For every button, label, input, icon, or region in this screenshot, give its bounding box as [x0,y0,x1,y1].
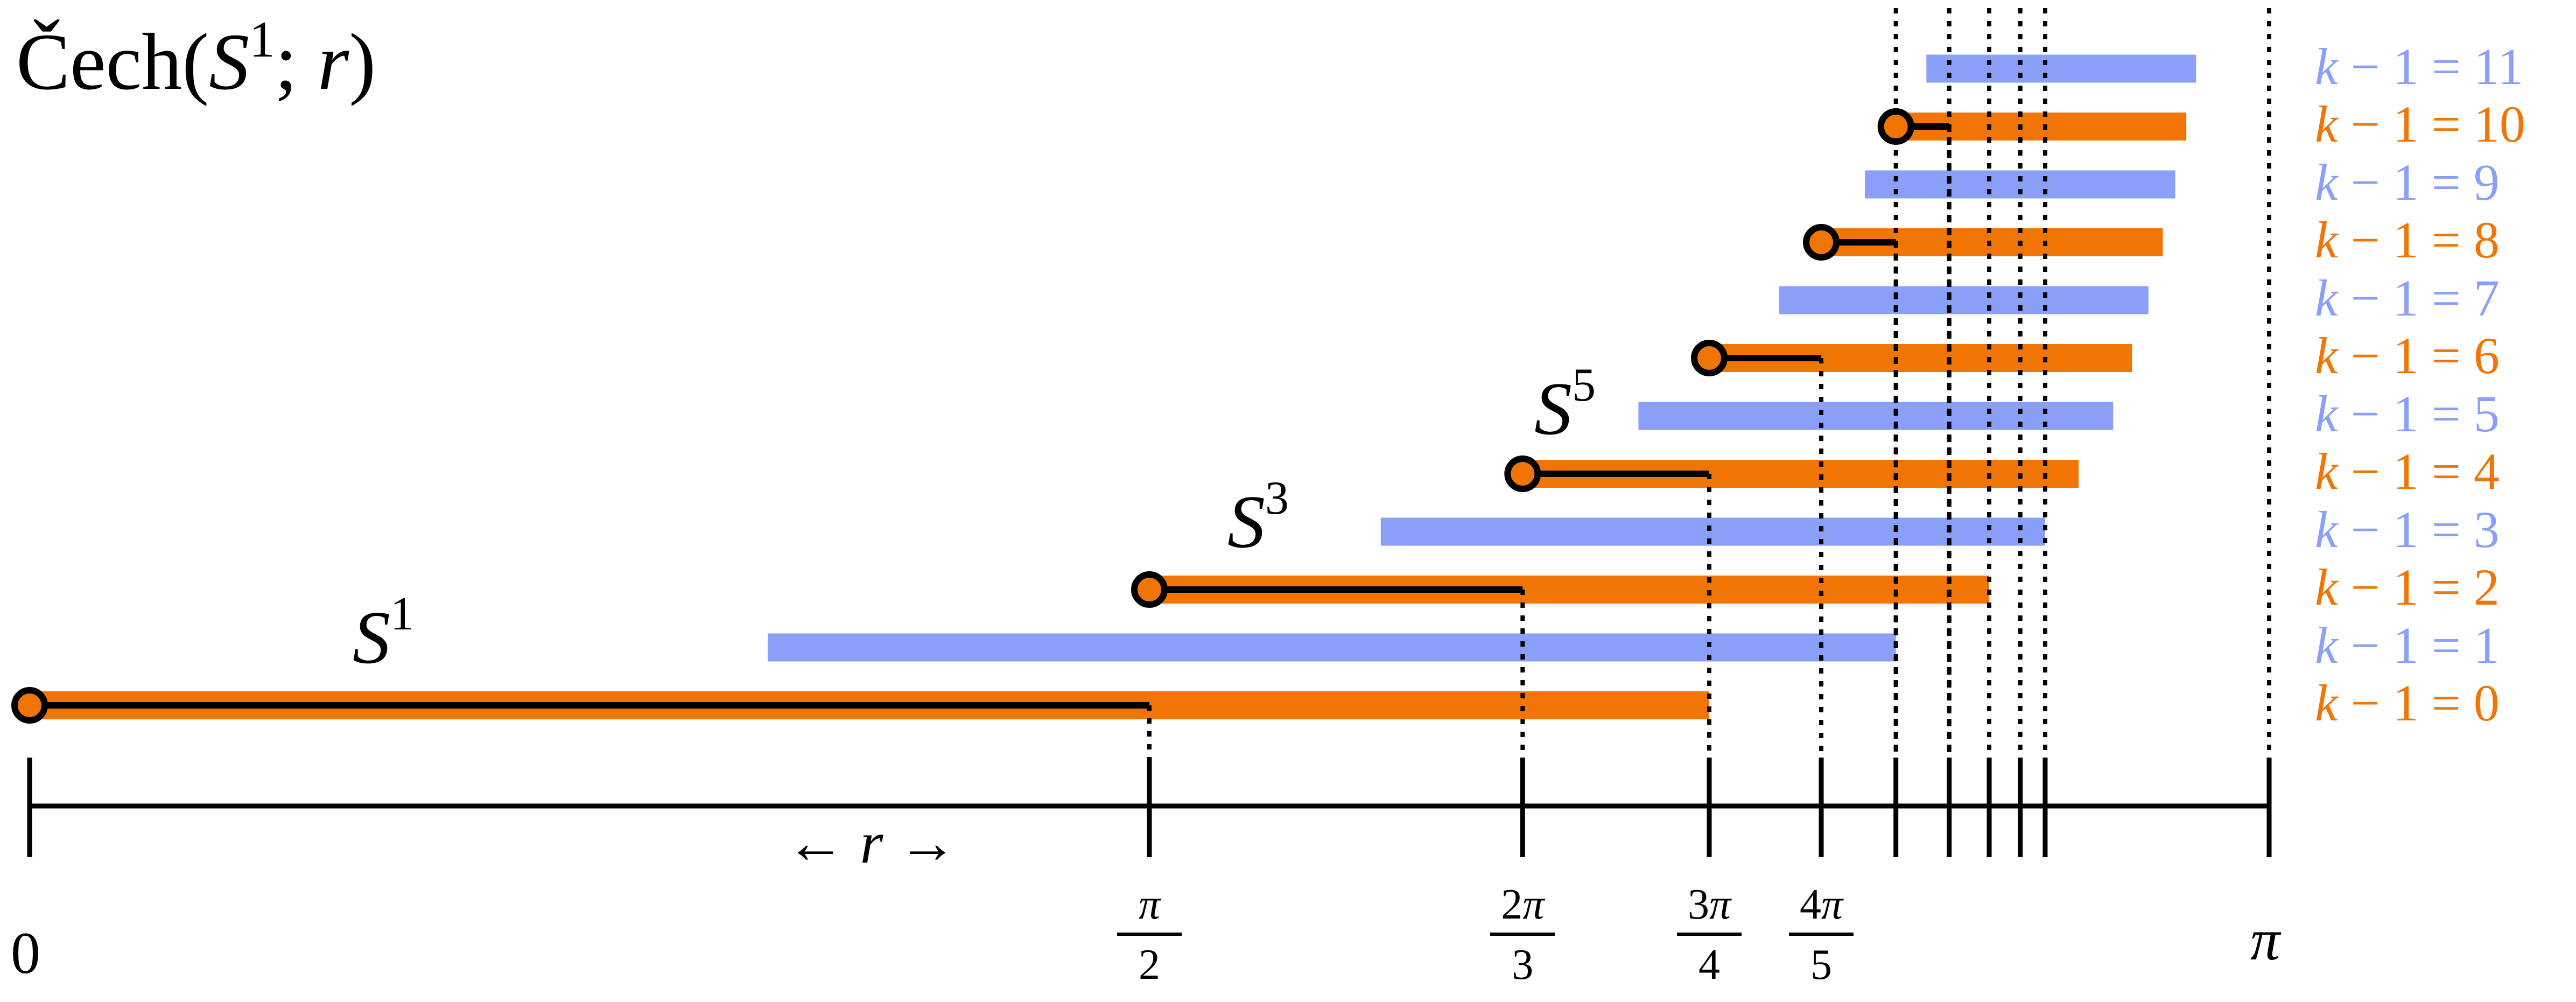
sphere-label-s1: S1 [353,591,414,676]
k-symbol: k [2315,443,2338,500]
k-label-7: k − 1 = 7 [2315,272,2500,324]
axis-zero-label: 0 [11,920,40,986]
k-symbol: k [2315,211,2338,269]
k-symbol: k [2315,37,2338,95]
k-symbol: k [2315,269,2338,327]
k-symbol: k [2315,95,2338,153]
k-symbol: k [2315,674,2338,732]
diagram-title: Čech(S1; r) [16,14,376,103]
arrow-left-icon: ← [786,810,845,875]
k-equation: − 1 = 9 [2338,153,2500,211]
k-symbol: k [2315,558,2338,616]
sphere-base: S [1534,367,1572,451]
r-arrow-label: ← r → [786,813,957,872]
fraction-numerator: 3π [1687,881,1731,928]
sphere-exp: 3 [1265,472,1289,524]
fraction-denominator: 2 [1139,941,1160,989]
sphere-base: S [353,596,390,679]
k-equation: − 1 = 0 [2338,674,2500,732]
title-space-exp: 1 [249,11,275,68]
k-equation: − 1 = 5 [2338,384,2500,443]
birth-point-k4 [1504,456,1541,492]
title-param: r [317,17,349,107]
sphere-base: S [1227,480,1265,564]
k-label-5: k − 1 = 5 [2315,388,2500,440]
fraction-bar [1117,933,1182,936]
sphere-exp: 5 [1572,359,1596,411]
sphere-label-s5: S5 [1534,362,1596,447]
bar-k3 [1380,517,2045,546]
k-equation: − 1 = 10 [2338,95,2525,153]
title-sep: ; [275,17,318,107]
persistence-lines [11,108,1949,724]
bar-k5 [1638,402,2114,430]
k-label-9: k − 1 = 9 [2315,156,2500,208]
k-label-8: k − 1 = 8 [2315,214,2500,266]
k-label-6: k − 1 = 6 [2315,330,2500,382]
fraction-tick-label: 4π 5 [1778,883,1864,986]
fraction-bar [1789,933,1854,936]
k-symbol: k [2315,153,2338,211]
k-label-0: k − 1 = 0 [2315,677,2500,729]
k-label-11: k − 1 = 11 [2315,37,2524,95]
fraction-denominator: 3 [1512,941,1534,989]
bar-k7 [1779,286,2149,314]
k-label-1: k − 1 = 1 [2315,619,2500,671]
fraction-numerator: 4π [1799,881,1843,928]
fraction-denominator: 5 [1810,941,1833,989]
arrow-right-icon: → [897,810,957,875]
birth-point-k8 [1803,224,1840,261]
k-equation: − 1 = 4 [2338,443,2500,500]
title-suffix: ) [349,17,376,107]
k-label-4: k − 1 = 4 [2315,446,2500,498]
fraction-bar [1490,933,1555,936]
k-equation: − 1 = 2 [2338,558,2500,616]
k-equation: − 1 = 1 [2338,616,2500,674]
title-prefix: Čech( [16,17,209,107]
birth-point-k0 [11,687,48,724]
axis-pi-label: π [2250,907,2280,972]
fraction-tick-label: 2π 3 [1479,883,1566,986]
fraction-tick-label: 3π 4 [1666,883,1752,986]
fraction-bar [1677,933,1742,936]
k-symbol: k [2315,616,2338,674]
k-equation: − 1 = 7 [2338,269,2500,327]
fraction-denominator: 4 [1698,941,1720,989]
bar-k11 [1926,54,2196,83]
k-label-2: k − 1 = 2 [2315,562,2500,613]
dotted-guides [1147,8,2271,806]
sphere-label-s3: S3 [1227,475,1289,560]
k-symbol: k [2315,500,2338,558]
axis [27,758,2272,857]
birth-point-k10 [1877,108,1914,145]
k-equation: − 1 = 6 [2338,327,2500,384]
r-symbol: r [860,810,883,875]
title-space: S [209,17,250,107]
fraction-numerator: π [1138,881,1161,928]
k-label-3: k − 1 = 3 [2315,500,2500,558]
k-symbol: k [2315,327,2338,384]
sphere-exp: 1 [390,588,414,640]
k-equation: − 1 = 11 [2338,37,2524,95]
fraction-numerator: 2π [1501,881,1545,928]
birth-point-k6 [1691,340,1728,376]
k-equation: − 1 = 3 [2338,500,2500,558]
birth-point-k2 [1131,571,1168,608]
k-equation: − 1 = 8 [2338,211,2500,269]
bar-k1 [768,633,1896,662]
k-label-10: k − 1 = 10 [2315,99,2525,150]
k-symbol: k [2315,384,2338,443]
